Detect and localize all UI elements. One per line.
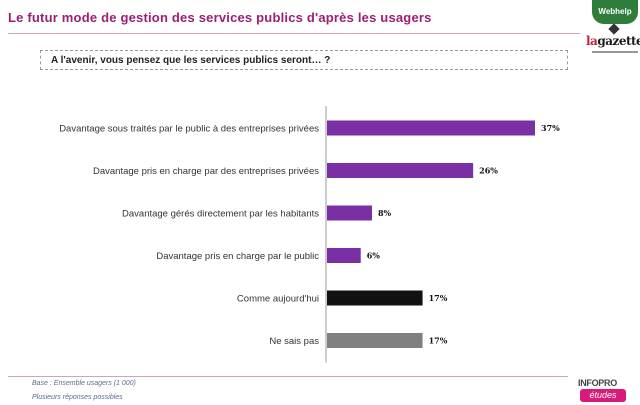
gazette-logo-la: la — [586, 34, 598, 48]
category-label: Comme aujourd'hui — [237, 294, 319, 305]
value-label: 37% — [541, 123, 560, 133]
bar — [327, 333, 423, 348]
gazette-logo-underline — [592, 51, 638, 53]
footnote-base: Base : Ensemble usagers (1 000) — [32, 380, 136, 387]
bar — [327, 205, 372, 221]
value-label: 26% — [479, 166, 498, 176]
bar — [327, 248, 361, 263]
value-label: 8% — [378, 208, 392, 218]
survey-question: A l'avenir, vous pensez que les services… — [40, 50, 568, 70]
la-gazette-logo: lagazette — [586, 34, 640, 54]
title-divider — [8, 33, 580, 34]
page-title: Le futur mode de gestion des services pu… — [8, 10, 432, 25]
value-label: 17% — [429, 336, 448, 346]
webhelp-logo: Webhelp — [592, 0, 638, 24]
category-label: Ne sais pas — [269, 336, 319, 347]
bar — [327, 120, 535, 136]
category-label: Davantage pris en charge par des entrepr… — [93, 166, 319, 177]
value-label: 17% — [429, 293, 448, 303]
infopro-etudes-logo: INFOPRO études — [578, 378, 638, 404]
gazette-logo-rest: gazette — [597, 34, 640, 48]
footer-divider — [8, 376, 568, 377]
category-label: Davantage gérés directement par les habi… — [122, 209, 319, 220]
value-label: 6% — [367, 251, 381, 261]
bar — [327, 290, 423, 306]
footnote-multiple-answers: Plusieurs réponses possibles — [32, 394, 123, 401]
category-label: Davantage sous traités par le public à d… — [59, 124, 319, 135]
category-label: Davantage pris en charge par le public — [156, 251, 319, 262]
infopro-logo-top: INFOPRO — [578, 378, 617, 388]
infopro-logo-bottom: études — [580, 389, 626, 402]
bar — [327, 163, 474, 178]
